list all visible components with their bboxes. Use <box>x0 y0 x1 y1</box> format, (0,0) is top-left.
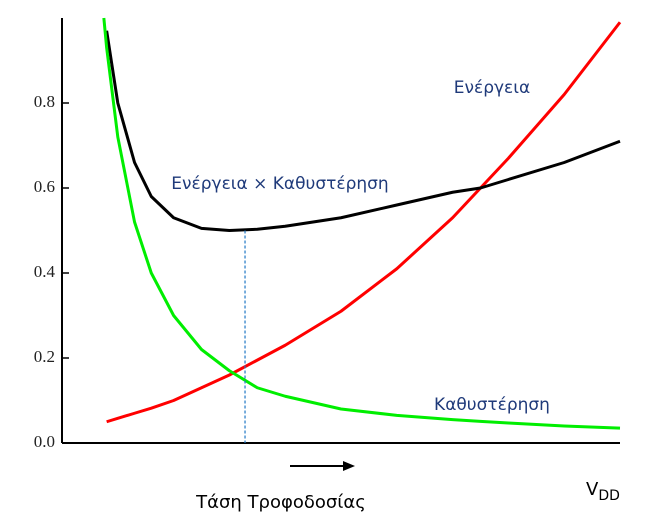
y-tick-label: 0.6 <box>34 177 55 196</box>
series-line <box>102 17 621 430</box>
x-axis-label: Τάση Τροφοδοσίας <box>195 492 366 513</box>
symbol-sub: DD <box>598 488 620 504</box>
y-tick-label: 0.4 <box>34 262 56 281</box>
y-tick-label: 0.8 <box>34 92 55 111</box>
series-label: Ενέργεια <box>454 78 530 98</box>
y-tick-label: 0.0 <box>34 432 55 451</box>
arrow-head <box>343 461 355 471</box>
series-label: Καθυστέρηση <box>434 395 550 415</box>
y-tick-label: 0.2 <box>34 347 55 366</box>
series-line <box>106 21 622 424</box>
series-label: Ενέργεια × Καθυστέρηση <box>171 174 388 194</box>
symbol-main: V <box>586 479 599 500</box>
series-line <box>105 30 621 232</box>
x-axis-symbol: VDD <box>586 479 620 504</box>
